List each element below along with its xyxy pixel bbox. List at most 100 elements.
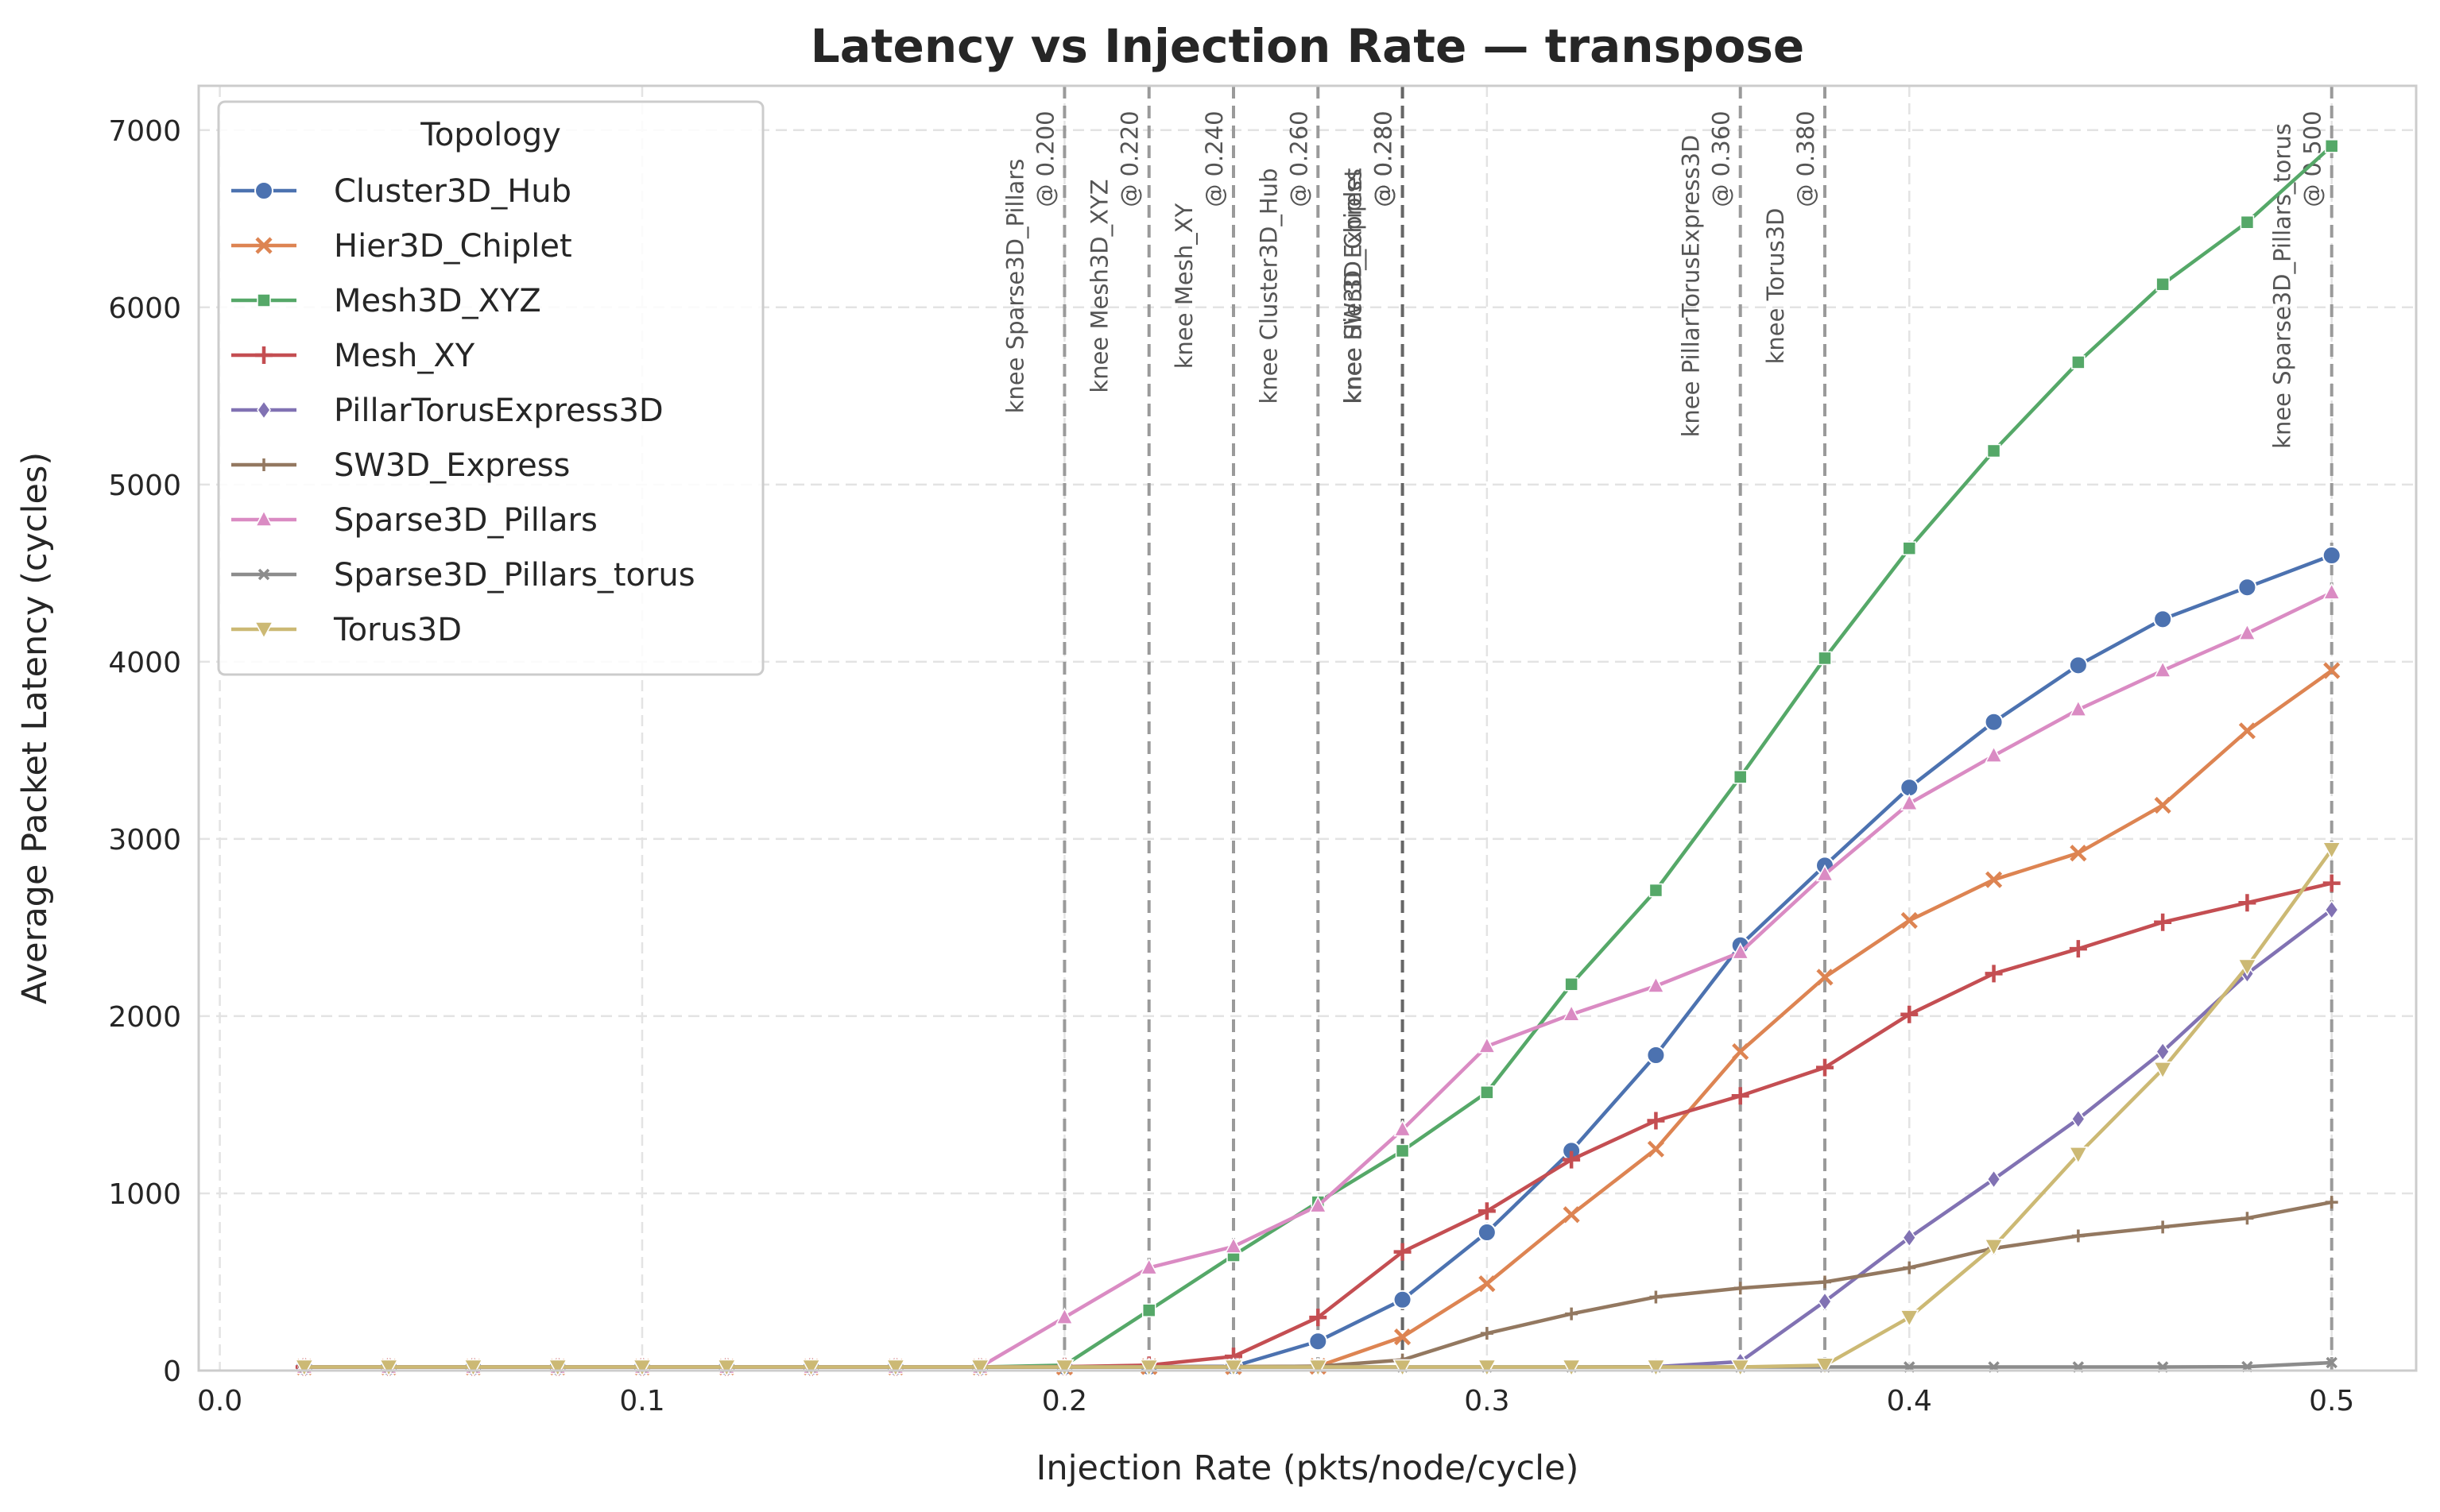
data-point xyxy=(632,1359,653,1378)
data-point xyxy=(1055,1307,1074,1324)
knee-value-label: @ 0.280 xyxy=(1370,110,1397,207)
y-tick-label: 0 xyxy=(163,1355,181,1388)
data-point xyxy=(463,1359,483,1378)
legend-label: Mesh_XY xyxy=(334,338,475,374)
data-point xyxy=(1141,1303,1156,1317)
data-point xyxy=(1223,1359,1244,1378)
data-point xyxy=(1646,1359,1666,1378)
x-tick-label: 0.1 xyxy=(619,1385,664,1417)
data-point xyxy=(2324,139,2339,153)
data-point xyxy=(1986,443,2001,458)
data-point xyxy=(2322,546,2341,566)
legend-box xyxy=(217,100,765,676)
knee-label: knee Sparse3D_Pillars xyxy=(1001,159,1028,414)
knee-value-label: @ 0.200 xyxy=(1032,110,1059,207)
data-point xyxy=(2070,845,2087,862)
data-point xyxy=(1985,965,2003,983)
legend-label: Hier3D_Chiplet xyxy=(334,228,572,265)
legend-marker xyxy=(257,400,271,420)
y-tick-label: 3000 xyxy=(108,824,181,857)
data-point xyxy=(1818,1275,1831,1289)
data-point xyxy=(1818,1291,1832,1312)
data-point xyxy=(2238,623,2256,640)
x-tick-label: 0.0 xyxy=(197,1385,242,1417)
data-point xyxy=(2071,355,2086,369)
data-point xyxy=(1647,1112,1665,1130)
data-point xyxy=(2152,1061,2173,1080)
knee-label: knee Cluster3D_Hub xyxy=(1255,168,1282,404)
data-point xyxy=(1563,1150,1581,1169)
legend-marker xyxy=(255,346,273,364)
legend-entry: Sparse3D_Pillars_torus xyxy=(231,557,695,594)
data-point xyxy=(1647,976,1665,993)
legend-entry: Torus3D xyxy=(231,612,462,648)
legend-marker xyxy=(254,621,274,640)
data-point xyxy=(1733,1282,1747,1295)
data-point xyxy=(1392,1290,1412,1309)
data-point xyxy=(2238,894,2256,912)
data-point xyxy=(1815,1357,1835,1375)
data-point xyxy=(1393,1119,1412,1137)
data-point xyxy=(1647,1140,1665,1158)
axis-ticks: 0.0 0.1 0.2 0.3 0.4 0.5 0 1000 2000 3000 4000 5000 6… xyxy=(108,115,2354,1417)
data-point xyxy=(2154,796,2171,814)
knee-label: knee SW3D_Express xyxy=(1340,168,1367,404)
data-point xyxy=(2323,662,2341,679)
data-point xyxy=(1564,977,1578,992)
data-point xyxy=(1393,1328,1412,1346)
knee-value-label: @ 0.280 xyxy=(1370,110,1397,207)
data-point xyxy=(1985,745,2003,763)
legend-label: PillarTorusExpress3D xyxy=(334,393,664,429)
y-axis-title: Average Packet Latency (cycles) xyxy=(15,452,55,1004)
x-tick-label: 0.5 xyxy=(2309,1385,2354,1417)
data-point xyxy=(2070,1109,2086,1129)
legend-entry: PillarTorusExpress3D xyxy=(231,393,664,429)
data-point xyxy=(1648,883,1663,898)
data-point xyxy=(2153,660,2172,678)
data-point xyxy=(1900,911,1918,930)
data-point xyxy=(1730,1359,1750,1378)
legend-label: Sparse3D_Pillars_torus xyxy=(334,557,695,594)
data-point xyxy=(1563,1206,1580,1224)
data-point xyxy=(1478,1202,1496,1220)
data-point xyxy=(1818,651,1832,666)
data-point xyxy=(1565,1307,1578,1321)
legend-entry: Sparse3D_Pillars xyxy=(231,502,598,539)
data-point xyxy=(548,1359,567,1378)
legend-marker xyxy=(257,293,271,307)
data-point xyxy=(1139,1359,1159,1378)
data-point xyxy=(1392,1359,1412,1378)
data-point xyxy=(1477,1359,1497,1378)
data-point xyxy=(2069,940,2087,958)
legend-title: Topology xyxy=(420,117,561,153)
data-point xyxy=(2153,609,2173,629)
y-tick-label: 5000 xyxy=(108,470,181,502)
legend-label: Sparse3D_Pillars xyxy=(334,502,598,539)
data-point xyxy=(2068,1147,2089,1165)
legend-entry: SW3D_Express xyxy=(231,447,570,484)
legend-marker xyxy=(254,509,273,527)
data-point xyxy=(2325,1196,2338,1209)
data-point xyxy=(1900,1309,1919,1328)
data-point xyxy=(801,1359,821,1378)
plot-frame xyxy=(197,84,2418,1372)
data-point xyxy=(1395,1143,1410,1158)
knee-value-label: @ 0.500 xyxy=(2299,110,2326,207)
data-point xyxy=(1055,1359,1075,1378)
knee-value-label: @ 0.240 xyxy=(1201,110,1228,207)
data-point xyxy=(1900,1005,1919,1023)
knee-value-label: @ 0.220 xyxy=(1117,110,1144,207)
data-point xyxy=(1816,1058,1834,1077)
data-point xyxy=(1900,793,1919,811)
y-tick-label: 2000 xyxy=(108,1001,181,1034)
data-point xyxy=(1393,1243,1412,1261)
knee-label: knee Mesh_XY xyxy=(1171,203,1198,369)
legend: Topology Cluster3D_Hub Hier3D_Chiplet Mesh… xyxy=(217,100,765,676)
data-point xyxy=(1731,942,1749,960)
legend-label: SW3D_Express xyxy=(334,447,570,484)
data-point xyxy=(717,1359,737,1378)
data-point xyxy=(2322,582,2341,600)
data-point xyxy=(1984,712,2004,732)
knee-label: knee Torus3D xyxy=(1762,208,1789,365)
